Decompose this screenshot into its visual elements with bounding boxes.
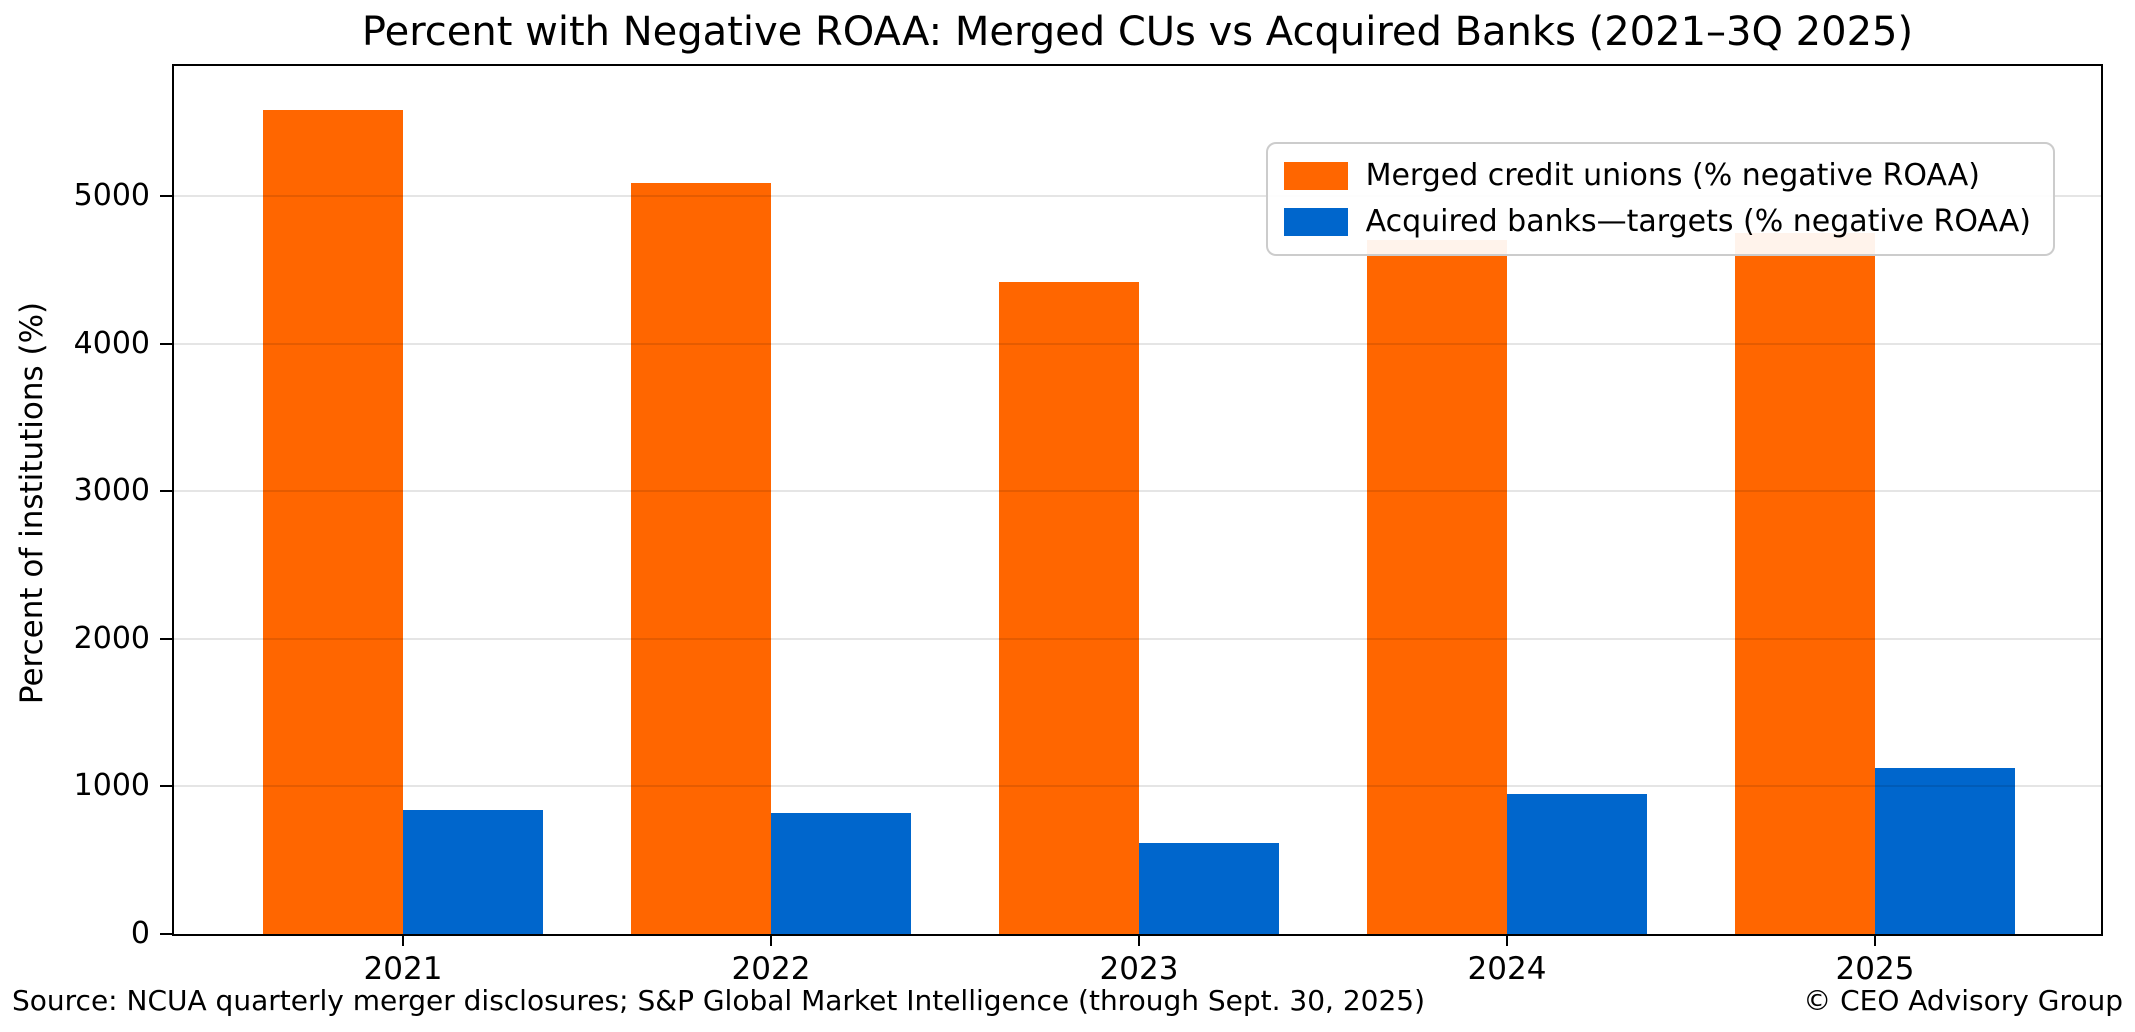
x-tick-label-2025: 2025 — [1835, 951, 1915, 987]
x-tick-label-2021: 2021 — [363, 951, 443, 987]
x-tick-mark-2024 — [1506, 934, 1508, 946]
copyright-note: © CEO Advisory Group — [1803, 984, 2123, 1017]
legend-swatch-merged-credit-unions — [1283, 162, 1348, 190]
bar-merged-credit-unions-2024 — [1367, 240, 1507, 934]
legend: Merged credit unions (% negative ROAA) A… — [1265, 142, 2055, 256]
y-tick-label-5000: 5000 — [73, 177, 150, 213]
bar-acquired-banks-2024 — [1507, 794, 1647, 934]
bar-acquired-banks-2021 — [403, 810, 543, 934]
bar-merged-credit-unions-2021 — [263, 110, 403, 934]
x-tick-mark-2023 — [1138, 934, 1140, 946]
x-tick-label-2023: 2023 — [1099, 951, 1179, 987]
bar-acquired-banks-2023 — [1139, 843, 1279, 934]
source-note: Source: NCUA quarterly merger disclosure… — [12, 984, 1426, 1017]
bar-merged-credit-unions-2023 — [999, 282, 1139, 934]
legend-label-merged-credit-unions: Merged credit unions (% negative ROAA) — [1365, 158, 1981, 193]
y-tick-label-4000: 4000 — [73, 325, 150, 361]
legend-row-merged-credit-unions: Merged credit unions (% negative ROAA) — [1283, 158, 2031, 194]
bar-merged-credit-unions-2025 — [1735, 233, 1875, 934]
x-tick-mark-2022 — [770, 934, 772, 946]
plot-area: Merged credit unions (% negative ROAA) A… — [172, 64, 2103, 936]
bar-acquired-banks-2022 — [771, 813, 911, 934]
legend-label-acquired-banks: Acquired banks—targets (% negative ROAA) — [1365, 204, 2031, 239]
y-tick-label-3000: 3000 — [73, 473, 150, 509]
y-tick-mark-3000 — [160, 490, 172, 493]
y-tick-mark-1000 — [160, 785, 172, 788]
y-tick-mark-0 — [160, 933, 172, 935]
y-tick-label-1000: 1000 — [73, 768, 150, 804]
y-tick-mark-2000 — [160, 637, 172, 640]
x-tick-mark-2025 — [1874, 934, 1876, 946]
legend-row-acquired-banks: Acquired banks—targets (% negative ROAA) — [1283, 204, 2031, 240]
x-tick-mark-2021 — [402, 934, 404, 946]
chart-title: Percent with Negative ROAA: Merged CUs v… — [361, 9, 1914, 55]
x-tick-label-2024: 2024 — [1467, 951, 1547, 987]
bar-acquired-banks-2025 — [1875, 768, 2015, 934]
y-tick-label-0: 0 — [130, 916, 150, 951]
x-tick-label-2022: 2022 — [731, 951, 811, 987]
y-tick-mark-5000 — [160, 194, 172, 197]
y-tick-label-2000: 2000 — [73, 620, 150, 656]
bar-merged-credit-unions-2022 — [631, 183, 771, 934]
y-tick-mark-4000 — [160, 342, 172, 345]
legend-swatch-acquired-banks — [1283, 208, 1348, 236]
